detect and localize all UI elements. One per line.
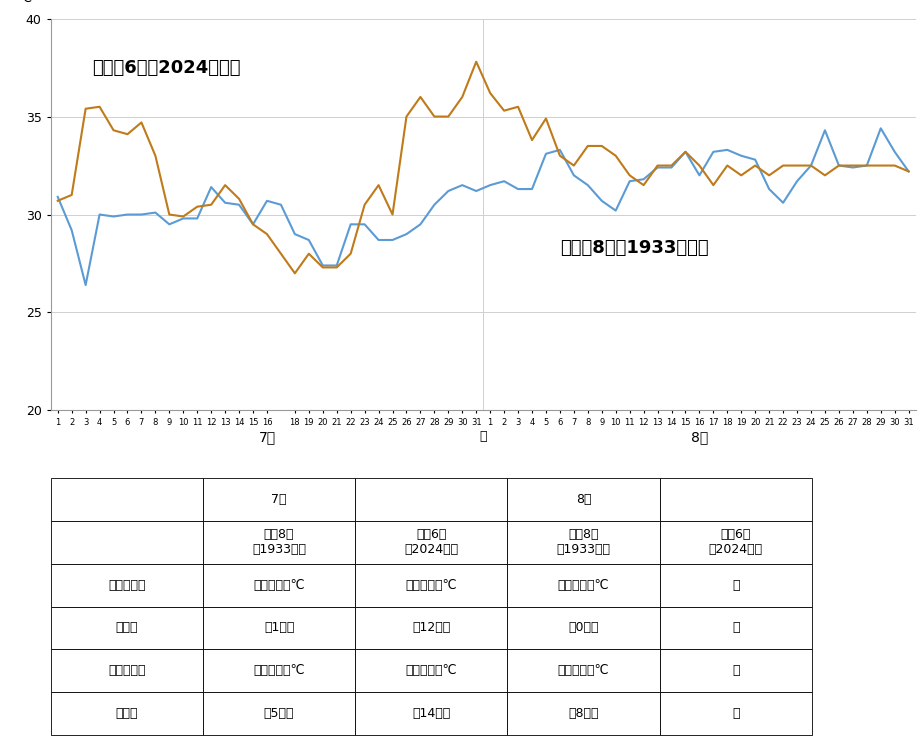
Text: 【昭和8年（1933年）】: 【昭和8年（1933年）】 — [560, 239, 709, 257]
Text: 【令和6年（2024年）】: 【令和6年（2024年）】 — [92, 59, 241, 77]
Text: 8月: 8月 — [690, 430, 708, 444]
Text: ℃: ℃ — [18, 0, 32, 5]
Text: ．: ． — [479, 430, 487, 443]
Text: 7月: 7月 — [258, 430, 276, 444]
